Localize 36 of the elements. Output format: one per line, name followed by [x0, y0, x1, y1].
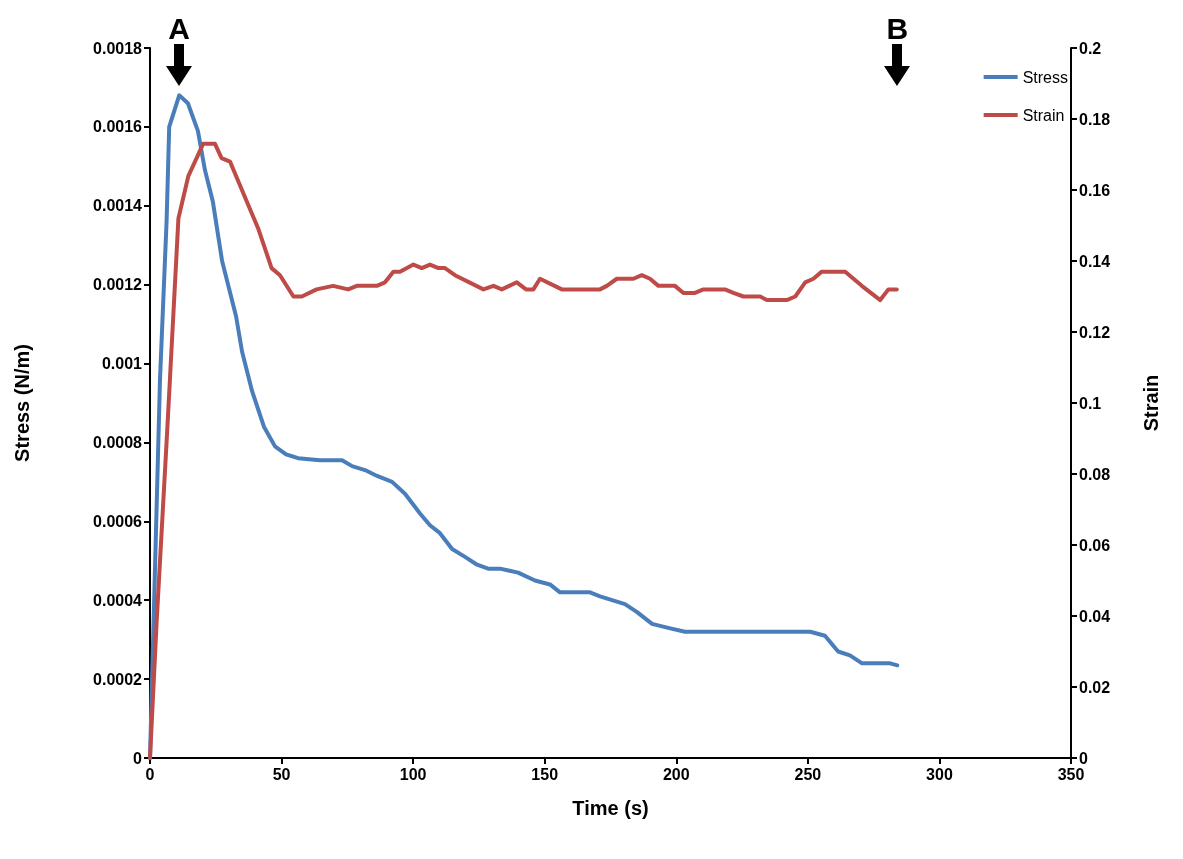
y-axis-title: Stress (N/m): [11, 344, 33, 462]
y-tick-label: 0.0018: [93, 39, 143, 57]
x-tick-label: 100: [399, 765, 427, 783]
x-tick-label: 50: [272, 765, 291, 783]
y2-tick-label: 0: [1079, 749, 1088, 767]
x-tick-label: 300: [926, 765, 953, 783]
y2-tick-label: 0.18: [1079, 110, 1111, 128]
x-axis-title: Time (s): [572, 797, 649, 819]
x-tick-label: 150: [531, 765, 559, 783]
legend-label: Stress: [1022, 68, 1068, 86]
y2-tick-label: 0.16: [1079, 181, 1111, 199]
y-tick-label: 0.0012: [93, 276, 143, 294]
legend-label: Strain: [1022, 106, 1065, 124]
y2-tick-label: 0.06: [1079, 536, 1111, 554]
y-tick-label: 0.0008: [93, 433, 143, 451]
y2-axis-title: Strain: [1140, 374, 1162, 432]
y2-tick-label: 0.04: [1079, 607, 1111, 625]
y-tick-label: 0.0004: [93, 591, 143, 609]
x-tick-label: 200: [662, 765, 690, 783]
y2-tick-label: 0.08: [1079, 465, 1111, 483]
y-tick-label: 0.0006: [93, 512, 143, 530]
text: B: [886, 12, 909, 45]
y-tick-label: 0.0014: [93, 197, 143, 215]
y2-tick-label: 0.2: [1079, 39, 1102, 57]
y2-tick-label: 0.14: [1079, 252, 1111, 270]
y2-tick-label: 0.02: [1079, 678, 1111, 696]
x-tick-label: 0: [145, 765, 155, 783]
y-tick-label: 0.0016: [93, 118, 143, 136]
y-tick-label: 0.001: [101, 355, 143, 373]
y-tick-label: 0.0002: [93, 670, 143, 688]
y2-tick-label: 0.1: [1079, 394, 1102, 412]
y2-tick-label: 0.12: [1079, 323, 1111, 341]
text: A: [168, 12, 191, 45]
x-tick-label: 250: [794, 765, 822, 783]
x-tick-label: 350: [1057, 765, 1085, 783]
y-tick-label: 0: [133, 749, 143, 767]
